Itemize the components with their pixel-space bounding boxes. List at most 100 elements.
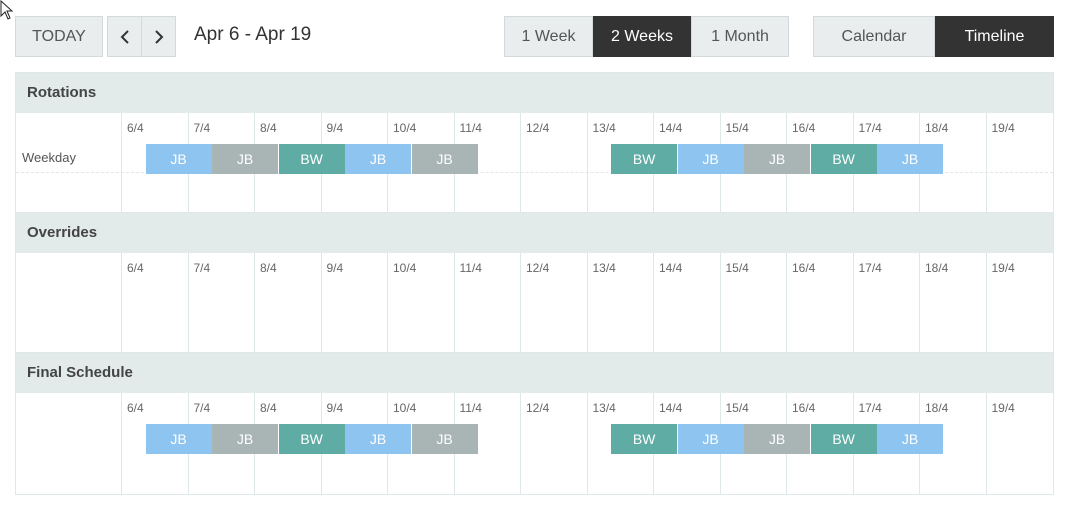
day-label: 6/4 — [127, 121, 144, 135]
day-label: 9/4 — [326, 121, 344, 135]
day-label: 17/4 — [858, 121, 882, 135]
day-label: 11/4 — [459, 121, 482, 135]
day-label: 17/4 — [858, 261, 882, 275]
shift-block[interactable]: JB — [145, 144, 212, 174]
grid-line — [653, 253, 654, 353]
day-label: 18/4 — [925, 261, 949, 275]
timeline-section: Final Schedule 6/4 7/4 8/4 9/4 10/4 11/4 12/4 13… — [15, 352, 1054, 495]
section-title: Final Schedule — [16, 353, 1053, 393]
grid-line — [985, 253, 987, 353]
grid-line — [320, 253, 322, 353]
shift-block[interactable]: BW — [278, 144, 345, 174]
grid-line — [121, 113, 122, 213]
day-label: 17/4 — [858, 401, 882, 415]
shift-block[interactable]: JB — [744, 424, 811, 454]
view-option-button[interactable]: Calendar — [813, 16, 935, 57]
day-label: 8/4 — [260, 401, 277, 415]
day-label: 15/4 — [725, 121, 749, 135]
grid-line — [520, 393, 521, 494]
shift-block[interactable]: JB — [411, 144, 478, 174]
day-label: 14/4 — [659, 121, 683, 135]
grid-line — [719, 253, 721, 353]
day-label: 9/4 — [326, 401, 344, 415]
day-label: 8/4 — [260, 121, 277, 135]
grid-line — [121, 253, 122, 353]
grid-line — [387, 253, 388, 353]
day-label: 16/4 — [792, 401, 816, 415]
shift-block[interactable]: JB — [411, 424, 478, 454]
day-label: 12/4 — [526, 121, 550, 135]
day-label: 7/4 — [193, 401, 211, 415]
shift-block[interactable]: JB — [212, 424, 279, 454]
shift-block[interactable]: BW — [278, 424, 345, 454]
day-label: 6/4 — [127, 401, 144, 415]
grid-line — [852, 253, 854, 353]
day-label: 8/4 — [260, 261, 277, 275]
next-button[interactable] — [141, 16, 176, 57]
view-option-button[interactable]: Timeline — [935, 16, 1054, 57]
row-divider — [16, 172, 1053, 173]
grid-line — [586, 253, 588, 353]
shift-block[interactable]: JB — [345, 424, 412, 454]
day-label: 13/4 — [592, 261, 616, 275]
shift-block[interactable]: JB — [145, 424, 212, 454]
day-label: 10/4 — [393, 401, 417, 415]
row-label: Weekday — [22, 150, 76, 165]
grid-line — [187, 253, 189, 353]
shift-block[interactable]: BW — [611, 424, 678, 454]
grid-line — [520, 113, 521, 213]
chevron-left-icon — [120, 29, 129, 44]
shift-block[interactable]: JB — [877, 424, 944, 454]
shift-block[interactable]: JB — [212, 144, 279, 174]
previous-button[interactable] — [107, 16, 142, 57]
day-label: 19/4 — [991, 121, 1015, 135]
shift-block[interactable]: JB — [877, 144, 944, 174]
grid-line — [586, 393, 588, 494]
day-label: 10/4 — [393, 261, 417, 275]
day-label: 16/4 — [792, 261, 816, 275]
day-label: 11/4 — [459, 401, 482, 415]
date-range-title: Apr 6 - Apr 19 — [194, 24, 312, 45]
shift-block[interactable]: JB — [677, 144, 744, 174]
grid-line — [121, 393, 122, 494]
day-label: 7/4 — [193, 261, 211, 275]
grid-line — [586, 113, 588, 213]
grid-line — [786, 253, 787, 353]
chevron-right-icon — [154, 29, 163, 44]
timeline-section: Overrides 6/4 7/4 8/4 9/4 10/4 11/4 12/4 13/4 14/… — [15, 212, 1054, 354]
grid-line — [919, 253, 920, 353]
today-button[interactable]: TODAY — [15, 16, 103, 57]
grid-line — [985, 393, 987, 494]
day-label: 13/4 — [592, 401, 616, 415]
day-label: 10/4 — [393, 121, 417, 135]
grid-line — [453, 253, 455, 353]
section-title: Overrides — [16, 213, 1053, 253]
grid-line — [254, 253, 255, 353]
day-label: 15/4 — [725, 261, 749, 275]
shift-block[interactable]: BW — [810, 144, 877, 174]
day-label: 13/4 — [592, 121, 616, 135]
day-label: 6/4 — [127, 261, 144, 275]
shift-block[interactable]: JB — [677, 424, 744, 454]
day-label: 12/4 — [526, 401, 550, 415]
range-option-button[interactable]: 1 Month — [691, 16, 789, 57]
day-label: 16/4 — [792, 121, 816, 135]
day-label: 14/4 — [659, 261, 683, 275]
shift-block[interactable]: BW — [611, 144, 678, 174]
day-label: 19/4 — [991, 261, 1015, 275]
day-label: 7/4 — [193, 121, 211, 135]
day-label: 9/4 — [326, 261, 344, 275]
shift-block[interactable]: BW — [810, 424, 877, 454]
timeline-section: Rotations 6/4 7/4 8/4 9/4 10/4 11/4 12/4 13/4 14/… — [15, 72, 1054, 214]
day-label: 11/4 — [459, 261, 482, 275]
shift-block[interactable]: JB — [744, 144, 811, 174]
day-label: 18/4 — [925, 121, 949, 135]
shift-block[interactable]: JB — [345, 144, 412, 174]
day-label: 15/4 — [725, 401, 749, 415]
day-label: 18/4 — [925, 401, 949, 415]
range-option-button[interactable]: 2 Weeks — [593, 16, 691, 57]
section-title: Rotations — [16, 73, 1053, 113]
grid-line — [985, 113, 987, 213]
day-label: 19/4 — [991, 401, 1015, 415]
range-option-button[interactable]: 1 Week — [504, 16, 593, 57]
